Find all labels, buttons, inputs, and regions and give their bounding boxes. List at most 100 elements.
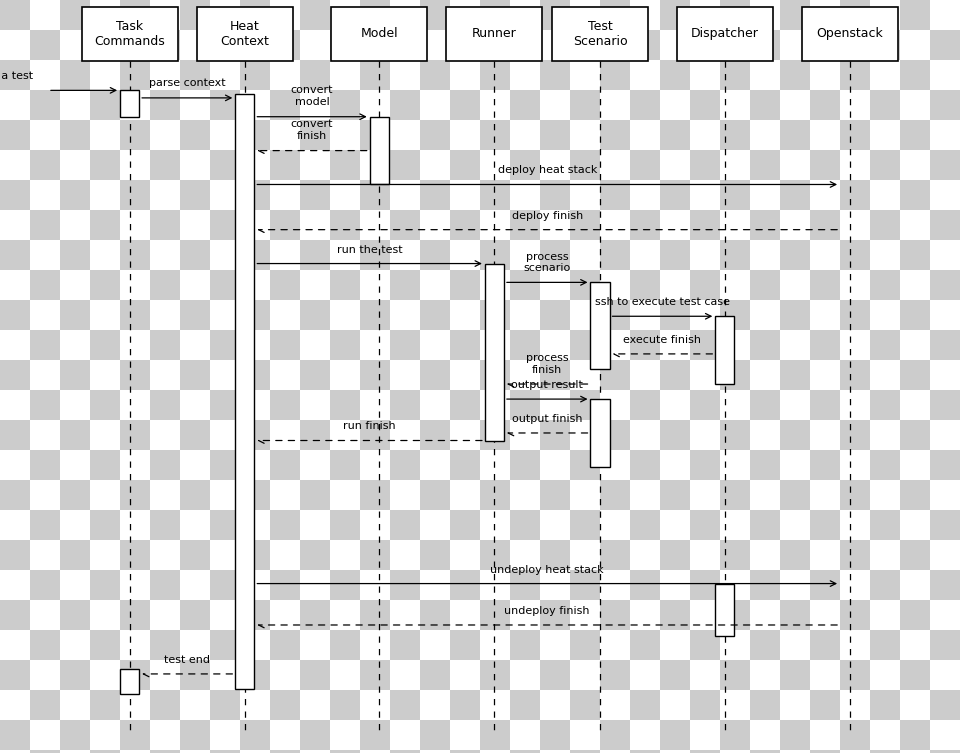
- Bar: [540, 150, 570, 180]
- Bar: [360, 180, 390, 210]
- Bar: [330, 510, 360, 540]
- Bar: [810, 0, 840, 30]
- Bar: [450, 90, 480, 120]
- Bar: [900, 390, 930, 420]
- Bar: [240, 0, 270, 30]
- Bar: [240, 540, 270, 570]
- Bar: [870, 360, 900, 390]
- Bar: [420, 480, 450, 510]
- Bar: [450, 330, 480, 360]
- Bar: [690, 690, 720, 720]
- Bar: [420, 0, 450, 30]
- Bar: [150, 150, 180, 180]
- Bar: [360, 630, 390, 660]
- Bar: [750, 0, 780, 30]
- Bar: [690, 720, 720, 750]
- Bar: [660, 720, 690, 750]
- Bar: [0, 90, 30, 120]
- Text: convert
model: convert model: [291, 85, 333, 107]
- Bar: [780, 360, 810, 390]
- Bar: [840, 0, 870, 30]
- Bar: [810, 360, 840, 390]
- Bar: [750, 210, 780, 240]
- Bar: [870, 690, 900, 720]
- Bar: [780, 330, 810, 360]
- Bar: [810, 630, 840, 660]
- Bar: [840, 30, 870, 60]
- Bar: [510, 480, 540, 510]
- Bar: [690, 510, 720, 540]
- Bar: [720, 270, 750, 300]
- Bar: [480, 420, 510, 450]
- Bar: [480, 570, 510, 600]
- Bar: [510, 330, 540, 360]
- Bar: [210, 480, 240, 510]
- Bar: [450, 720, 480, 750]
- Bar: [330, 390, 360, 420]
- Bar: [270, 90, 300, 120]
- Bar: [270, 750, 300, 753]
- Bar: [300, 90, 330, 120]
- Bar: [630, 150, 660, 180]
- Bar: [780, 390, 810, 420]
- Bar: [30, 360, 60, 390]
- Bar: [0, 240, 30, 270]
- FancyBboxPatch shape: [82, 7, 178, 61]
- Bar: [210, 150, 240, 180]
- Bar: [480, 0, 510, 30]
- Bar: [330, 150, 360, 180]
- Bar: [690, 210, 720, 240]
- Bar: [930, 180, 960, 210]
- Bar: [510, 720, 540, 750]
- Bar: [120, 570, 150, 600]
- Bar: [180, 90, 210, 120]
- Bar: [480, 180, 510, 210]
- Bar: [630, 0, 660, 30]
- Bar: [210, 660, 240, 690]
- Bar: [120, 600, 150, 630]
- Bar: [360, 360, 390, 390]
- Bar: [870, 150, 900, 180]
- Bar: [570, 570, 600, 600]
- Bar: [540, 300, 570, 330]
- Bar: [690, 420, 720, 450]
- Bar: [480, 630, 510, 660]
- Bar: [390, 210, 420, 240]
- Bar: [120, 690, 150, 720]
- Bar: [300, 570, 330, 600]
- Bar: [360, 300, 390, 330]
- Bar: [390, 480, 420, 510]
- Bar: [30, 300, 60, 330]
- Bar: [30, 570, 60, 600]
- Bar: [690, 360, 720, 390]
- Bar: [600, 570, 630, 600]
- Bar: [660, 600, 690, 630]
- Bar: [300, 510, 330, 540]
- Bar: [90, 570, 120, 600]
- Bar: [90, 750, 120, 753]
- Bar: [420, 720, 450, 750]
- Bar: [60, 390, 90, 420]
- Bar: [390, 450, 420, 480]
- FancyBboxPatch shape: [715, 584, 734, 636]
- Bar: [720, 0, 750, 30]
- Bar: [90, 300, 120, 330]
- Bar: [240, 180, 270, 210]
- Bar: [630, 330, 660, 360]
- Bar: [600, 30, 630, 60]
- Bar: [660, 480, 690, 510]
- Bar: [750, 150, 780, 180]
- Bar: [540, 750, 570, 753]
- Bar: [660, 180, 690, 210]
- Bar: [720, 150, 750, 180]
- Bar: [180, 570, 210, 600]
- Bar: [240, 390, 270, 420]
- Bar: [330, 60, 360, 90]
- Bar: [570, 180, 600, 210]
- Bar: [330, 420, 360, 450]
- Bar: [60, 270, 90, 300]
- Bar: [840, 540, 870, 570]
- Bar: [420, 60, 450, 90]
- Bar: [210, 120, 240, 150]
- Bar: [870, 0, 900, 30]
